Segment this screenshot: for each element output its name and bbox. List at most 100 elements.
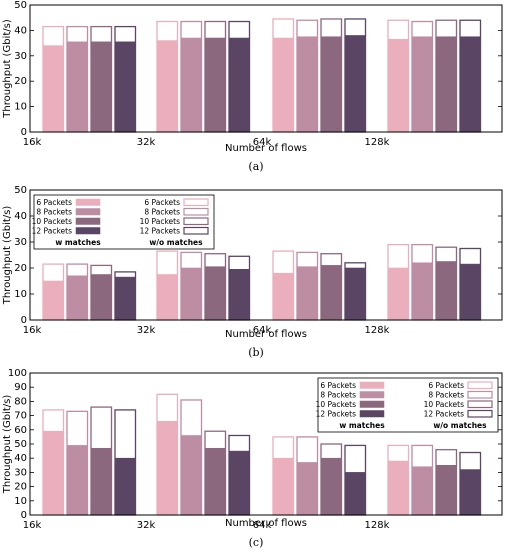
legend-label-with: 8 Packets <box>36 208 72 217</box>
bar-with-matches <box>459 469 481 516</box>
bar-with-matches <box>90 41 112 133</box>
legend-title-without: w/o matches <box>149 238 203 247</box>
x-tick-label: 64k <box>253 325 272 336</box>
legend-label-with: 6 Packets <box>320 381 356 390</box>
bar-with-matches <box>204 447 226 516</box>
bar-with-matches <box>42 430 64 516</box>
legend-label-with: 12 Packets <box>32 227 72 236</box>
legend-label-without: 6 Packets <box>144 198 180 207</box>
legend-swatch-with <box>75 227 101 235</box>
bar-with-matches <box>114 457 136 516</box>
legend-swatch-with <box>359 381 385 389</box>
y-tick-label: 20 <box>14 482 27 493</box>
bar-with-matches <box>228 37 250 133</box>
y-tick-label: 50 <box>14 185 27 196</box>
bar-with-matches <box>296 266 318 321</box>
y-tick-label: 80 <box>14 396 27 407</box>
x-tick-label: 16k <box>23 137 42 148</box>
bar-with-matches <box>66 445 88 516</box>
bar-with-matches <box>156 40 178 133</box>
legend-swatch-without <box>467 400 493 409</box>
legend-title-with: w matches <box>339 421 385 430</box>
legend-swatch-with <box>75 208 101 216</box>
y-tick-label: 50 <box>14 0 27 11</box>
x-tick-label: 64k <box>253 520 272 531</box>
bar-with-matches <box>435 36 457 133</box>
x-tick-label: 128k <box>365 325 390 336</box>
legend-swatch-without <box>183 207 209 216</box>
legend-swatch-without <box>183 198 209 207</box>
legend-label-without: 10 Packets <box>424 400 464 409</box>
bar-with-matches <box>344 35 366 133</box>
legend-label-without: 8 Packets <box>144 208 180 217</box>
bar-with-matches <box>411 466 433 516</box>
legend-swatch-with <box>359 391 385 399</box>
bar-with-matches <box>272 272 294 321</box>
bar-with-matches <box>204 266 226 321</box>
bar-with-matches <box>180 267 202 321</box>
y-tick-label: 0 <box>21 127 27 138</box>
legend-label-without: 12 Packets <box>140 227 180 236</box>
bar-with-matches <box>387 38 409 133</box>
x-tick-label: 32k <box>137 325 156 336</box>
y-tick-label: 50 <box>14 439 27 450</box>
bar-with-matches <box>42 45 64 133</box>
bar-with-matches <box>435 464 457 516</box>
legend-label-with: 6 Packets <box>36 198 72 207</box>
bar-with-matches <box>90 447 112 516</box>
y-tick-label: 100 <box>8 368 27 379</box>
legend-swatch-without <box>183 217 209 226</box>
bar-with-matches <box>411 262 433 321</box>
x-tick-label: 16k <box>23 520 42 531</box>
y-tick-label: 20 <box>14 263 27 274</box>
bar-with-matches <box>320 265 342 321</box>
y-tick-label: 10 <box>14 496 27 507</box>
chart-panel-1: 0 10 20 30 40 50 16k 32k 64k 128k Number of flows T… <box>2 0 503 173</box>
plot-frame <box>29 4 503 133</box>
legend-label-with: 12 Packets <box>316 410 356 419</box>
legend-label-with: 8 Packets <box>320 391 356 400</box>
bar-with-matches <box>344 472 366 516</box>
bar-with-matches <box>228 450 250 516</box>
y-tick-label: 10 <box>14 289 27 300</box>
legend-title-with: w matches <box>55 238 101 247</box>
bar-with-matches <box>228 268 250 321</box>
x-axis-label: Number of flows <box>225 143 307 154</box>
legend-title-without: w/o matches <box>433 421 487 430</box>
x-tick-label: 128k <box>365 520 390 531</box>
chart-panel-3: 0 10 20 30 40 50 60 70 80 90 100 16k 32k 64k 128k Numbe… <box>2 368 503 549</box>
bar-with-matches <box>387 460 409 516</box>
bar-with-matches <box>66 41 88 133</box>
figure-caption: (a) <box>248 160 263 173</box>
bar-with-matches <box>320 457 342 516</box>
bar-with-matches <box>66 275 88 321</box>
legend-label-with: 10 Packets <box>316 400 356 409</box>
bar-with-matches <box>411 36 433 133</box>
y-tick-label: 20 <box>14 76 27 87</box>
y-tick-label: 0 <box>21 315 27 326</box>
bar-with-matches <box>296 462 318 516</box>
x-tick-label: 64k <box>253 137 272 148</box>
bar-with-matches <box>459 263 481 321</box>
x-tick-label: 32k <box>137 137 156 148</box>
legend-swatch-with <box>359 400 385 408</box>
y-tick-label: 10 <box>14 102 27 113</box>
figure-caption: (c) <box>249 536 264 549</box>
y-axis-label: Throughput (Gbit/s) <box>2 395 13 495</box>
y-tick-label: 60 <box>14 425 27 436</box>
bar-with-matches <box>435 261 457 321</box>
legend-swatch-without <box>467 390 493 399</box>
y-tick-label: 30 <box>14 51 27 62</box>
y-tick-label: 70 <box>14 411 27 422</box>
y-tick-label: 30 <box>14 237 27 248</box>
legend-label-without: 6 Packets <box>428 381 464 390</box>
legend-label-without: 12 Packets <box>424 410 464 419</box>
legend-swatch-with <box>75 198 101 206</box>
legend-swatch-with <box>75 217 101 225</box>
bar-with-matches <box>180 37 202 133</box>
legend-swatch-with <box>359 410 385 418</box>
y-tick-label: 40 <box>14 453 27 464</box>
bar-with-matches <box>272 457 294 516</box>
y-tick-label: 40 <box>14 211 27 222</box>
